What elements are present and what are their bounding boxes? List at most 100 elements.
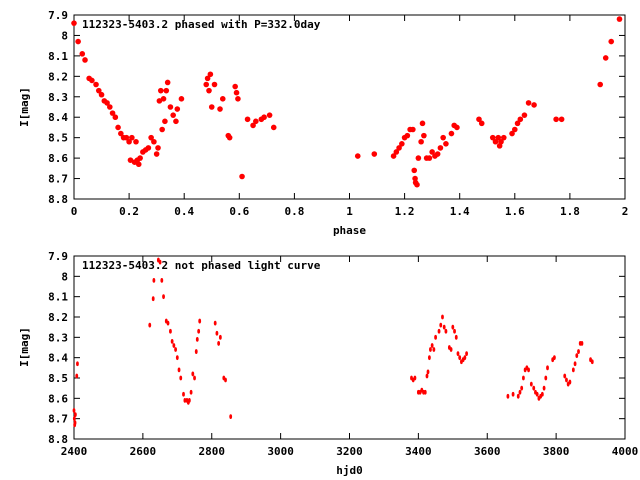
chart-1-data-point: [156, 98, 163, 104]
chart-2-data-point: [553, 355, 556, 361]
chart-2-data-point: [518, 389, 522, 395]
chart-1-data-point: [434, 151, 441, 157]
chart-1-data-point: [163, 87, 170, 94]
chart-1-data-point: [440, 134, 446, 141]
chart-2-data-point: [224, 377, 227, 383]
chart-2-data-point: [590, 359, 594, 365]
chart-2-x-axis-label: hjd0: [336, 464, 363, 477]
chart-2-data-point: [425, 373, 429, 379]
chart-1-data-point: [206, 87, 212, 94]
chart-1-x-tick-label: 2: [622, 205, 629, 218]
chart-1-data-point: [204, 75, 211, 82]
chart-1-x-axis-label: phase: [333, 224, 366, 237]
chart-2-x-tick-label: 2400: [61, 445, 88, 458]
chart-2-data-point: [169, 328, 172, 334]
chart-2-data-point: [535, 391, 539, 397]
chart-2-data-point: [177, 367, 181, 373]
chart-1-data-point: [151, 138, 157, 145]
chart-2-data-point: [174, 347, 177, 352]
chart-1-data-point: [602, 55, 609, 61]
chart-1-data-point: [266, 112, 273, 118]
chart-2-x-tick-label: 3800: [543, 445, 570, 458]
chart-2-data-point: [529, 381, 533, 387]
chart-1-data-point: [145, 145, 152, 151]
chart-2-y-tick-label: 8.3: [48, 331, 68, 344]
chart-1-data-point: [160, 96, 167, 102]
chart-2-data-point: [577, 349, 580, 354]
chart-2-data-point: [160, 278, 164, 283]
chart-2-data-point: [73, 420, 77, 426]
chart-1-data-point: [478, 120, 485, 127]
chart-2-x-tick-label: 3400: [405, 445, 432, 458]
chart-2-data-point: [522, 375, 525, 381]
chart-1-y-tick-label: 8.6: [48, 152, 68, 165]
chart-2-data-point: [463, 355, 467, 361]
chart-1-data-point: [129, 134, 135, 141]
chart-2-data-point: [179, 375, 183, 381]
chart-2-data-point: [454, 334, 458, 340]
chart-1-data-point: [253, 118, 259, 125]
chart-2-x-tick-label: 2800: [199, 445, 226, 458]
chart-1-data-point: [208, 104, 215, 110]
chart-2-data-point: [568, 379, 572, 385]
chart-2-data-point: [148, 322, 152, 328]
chart-2-data-point: [191, 371, 195, 377]
chart-2-data-point: [571, 367, 575, 373]
chart-1-data-point: [226, 134, 233, 141]
chart-1-data-point: [509, 130, 515, 137]
chart-1-data-point: [404, 132, 411, 139]
chart-1-data-point: [137, 155, 143, 161]
chart-1-data-point: [270, 124, 277, 131]
chart-1-title: 112323-5403.2 phased with P=332.0day: [82, 18, 321, 31]
chart-2-data-point: [437, 328, 441, 334]
chart-1-x-tick-label: 0.2: [119, 205, 139, 218]
chart-2-plot-frame: [73, 255, 626, 440]
chart-1-data-point: [135, 161, 142, 168]
chart-2-data-point: [413, 375, 417, 381]
chart-1-data-point: [426, 155, 433, 161]
chart-2-data-point: [444, 328, 448, 334]
chart-1-plot-frame: [73, 14, 626, 200]
chart-1-data-point: [418, 138, 424, 145]
chart-1-data-point: [89, 77, 95, 84]
chart-2-data-point: [527, 367, 530, 373]
chart-2-data-point: [151, 296, 155, 302]
chart-2-data-point: [170, 339, 174, 344]
chart-1-data-point: [233, 89, 240, 96]
chart-1-data-point: [500, 134, 507, 141]
chart-1-data-point: [126, 138, 132, 145]
chart-2-data-point: [189, 389, 193, 395]
chart-2-y-tick-label: 8.1: [48, 291, 68, 304]
chart-2-data-point: [563, 373, 567, 379]
chart-2-data-point: [215, 330, 219, 336]
chart-2-data-point: [430, 343, 434, 348]
chart-1-data-point: [393, 149, 400, 155]
chart-1-x-tick-label: 0.6: [229, 205, 249, 218]
chart-2-data-point: [573, 361, 577, 367]
chart-2-data-point: [542, 385, 546, 391]
chart-2-data-point: [580, 341, 584, 346]
chart-1-data-point: [109, 110, 116, 116]
chart-1-data-point: [162, 118, 168, 125]
chart-2-y-tick-label: 8.5: [48, 372, 68, 385]
chart-2-data-point: [194, 349, 198, 354]
chart-1-y-tick-label: 8.3: [48, 91, 68, 104]
chart-1-x-tick-label: 0.4: [174, 205, 194, 218]
chart-1-data-point: [514, 120, 521, 127]
chart-2-data-point: [458, 355, 462, 361]
chart-1-data-point: [93, 81, 99, 88]
chart-2-data-point: [73, 412, 77, 417]
chart-2-data-point: [520, 385, 524, 391]
chart-1-x-tick-label: 0: [71, 205, 78, 218]
chart-1-y-tick-label: 7.9: [48, 9, 68, 22]
chart-1-data-point: [239, 173, 245, 180]
chart-1-x-tick-label: 1: [346, 205, 353, 218]
chart-2-x-tick-label: 4000: [612, 445, 639, 458]
chart-2-data-point: [451, 324, 455, 330]
chart-1-data-point: [608, 38, 615, 45]
chart-1-data-point: [98, 91, 105, 98]
chart-1-data-point: [75, 38, 81, 45]
chart-1-data-point: [512, 126, 518, 133]
chart-2-data-point: [152, 278, 156, 283]
chart-2-data-point: [456, 351, 460, 356]
